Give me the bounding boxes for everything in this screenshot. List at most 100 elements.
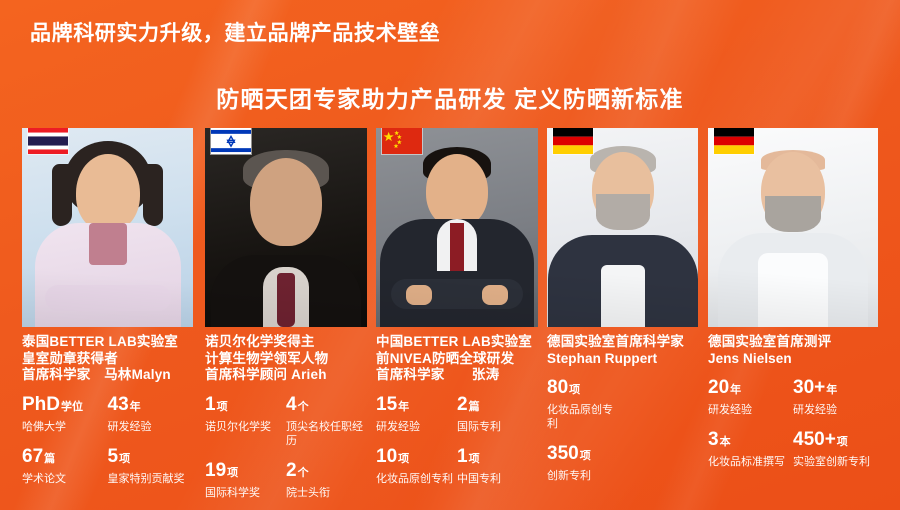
expert-card-list: 泰国BETTER LAB实验室 皇室勋章获得者 首席科学家 马林Malyn Ph… [0,128,900,499]
expert-stats: PhD学位 哈佛大学 43年 研发经验 67篇 学术论文 5项 皇家特别贡献奖 [22,394,193,498]
stat-label: 研发经验 [793,404,837,416]
expert-card[interactable]: 泰国BETTER LAB实验室 皇室勋章获得者 首席科学家 马林Malyn Ph… [22,128,193,498]
necktie-shape [450,223,464,271]
stat-label: 创新专利 [547,470,591,482]
stat-number: 20 [708,377,730,398]
stat-item: 3本 化妆品标准撰写 [708,429,793,469]
expert-name-line: 德国实验室首席测评 [708,334,832,349]
stat-item: 2个 院士头衔 [286,460,367,500]
thailand-flag-icon [28,128,68,154]
stat-item: 67篇 学术论文 [22,446,108,486]
stat-label: 哈佛大学 [22,420,66,433]
expert-card[interactable]: 德国实验室首席测评 Jens Nielsen 20年 研发经验 30+年 研发经… [708,128,878,481]
expert-photo [22,128,193,327]
stat-value: 5项 [108,446,194,470]
expert-name-block: 德国实验室首席科学家 Stephan Ruppert [547,334,698,367]
portrait-figure [376,128,538,327]
stat-unit: 个 [297,400,309,413]
expert-photo [205,128,367,327]
stat-item: 5项 皇家特别贡献奖 [108,446,194,486]
expert-photo [547,128,698,327]
stat-value: 20年 [708,377,793,401]
stat-value: 80项 [547,377,698,401]
stat-number: PhD [22,393,60,415]
expert-name-line: 泰国BETTER LAB实验室 [22,334,178,349]
expert-card[interactable]: 德国实验室首席科学家 Stephan Ruppert 80项 化妆品原创专利 3… [547,128,698,495]
hair-side-left [52,164,72,226]
expert-stats: 1项 诺贝尔化学奖 4个 顶尖名校任职经历 19项 国际科学奖 2个 院士头衔 [205,394,367,510]
portrait-figure [205,128,367,327]
face-shape [75,154,140,232]
stat-number: 67 [22,445,44,467]
stat-item: 15年 研发经验 [376,394,457,434]
expert-name-line: 前NIVEA防晒全球研发 [376,350,515,366]
expert-name-line: 首席科学顾问 Arieh [205,367,327,382]
stat-unit: 篇 [44,452,56,465]
expert-name-line: 皇室勋章获得者 [22,350,118,366]
stat-number: 450+ [793,429,836,450]
inner-collar-shape [88,223,127,265]
stat-label: 国际专利 [457,420,501,433]
shirt-shape [600,265,645,327]
face-shape [250,158,322,246]
stat-unit: 年 [129,400,141,413]
expert-name-line: 首席科学家 马林Malyn [22,367,171,382]
expert-card[interactable]: 中国BETTER LAB实验室 前NIVEA防晒全球研发 首席科学家 张涛 15… [376,128,538,498]
stat-item: 20年 研发经验 [708,377,793,417]
stat-value: 1项 [205,394,286,418]
stat-number: 3 [708,429,719,450]
stat-value: 43年 [108,394,194,418]
stat-unit: 项 [468,452,480,465]
stat-item: 2篇 国际专利 [457,394,538,434]
stat-number: 4 [286,393,297,415]
stat-label: 学术论文 [22,472,66,485]
expert-photo [376,128,538,327]
stat-value: 4个 [286,394,367,418]
stat-number: 5 [107,445,119,467]
israel-flag-icon [211,128,251,154]
stat-number: 350 [547,443,579,464]
expert-name-line: 首席科学家 张涛 [376,367,500,382]
portrait-figure [547,128,698,327]
stat-label: 国际科学奖 [205,486,260,499]
stat-unit: 年 [730,384,742,396]
stat-number: 1 [205,393,216,415]
portrait-figure [708,128,878,327]
stat-item: 350项 创新专利 [547,443,698,483]
stat-item: 450+项 实验室创新专利 [793,429,878,469]
stat-unit: 学位 [61,400,83,413]
expert-stats: 15年 研发经验 2篇 国际专利 10项 化妆品原创专利 1项 中国专利 [376,394,538,498]
expert-name-line: 计算生物学领军人物 [205,350,329,366]
stat-unit: 本 [719,436,731,448]
expert-name-line: 诺贝尔化学奖得主 [205,334,315,349]
stat-item: 4个 顶尖名校任职经历 [286,394,367,448]
stat-label: 研发经验 [708,404,752,416]
stat-unit: 篇 [468,400,480,413]
stat-value: 1项 [457,446,538,470]
stat-label: 中国专利 [457,472,501,485]
stat-item: 1项 中国专利 [457,446,538,486]
stat-value: 3本 [708,429,793,453]
expert-name-line: Jens Nielsen [708,350,792,366]
crossed-arms-shape [44,285,171,311]
expert-card[interactable]: 诺贝尔化学奖得主 计算生物学领军人物 首席科学顾问 Arieh 1项 诺贝尔化学… [205,128,367,510]
stat-item: 1项 诺贝尔化学奖 [205,394,286,448]
poster-subheadline: 防晒天团专家助力产品研发 定义防晒新标准 [216,86,684,112]
china-flag-icon [382,128,422,154]
stat-label: 化妆品原创专利 [376,472,453,485]
stat-label: 化妆品标准撰写 [708,456,785,468]
stat-value: 450+项 [793,429,878,453]
poster-headline: 品牌科研实力升级，建立品牌产品技术壁垒 [30,22,441,45]
stat-unit: 项 [398,452,410,465]
stat-item: 10项 化妆品原创专利 [376,446,457,486]
expert-name-line: 中国BETTER LAB实验室 [376,334,532,349]
stat-number: 19 [205,459,227,481]
stat-number: 2 [286,459,297,481]
stat-number: 80 [547,377,569,398]
stat-number: 2 [457,393,468,415]
expert-name-line: Stephan Ruppert [547,350,658,366]
stat-unit: 项 [227,466,239,479]
stat-unit: 项 [119,452,131,465]
stat-item: 19项 国际科学奖 [205,460,286,500]
stat-label: 皇家特别贡献奖 [107,472,185,485]
